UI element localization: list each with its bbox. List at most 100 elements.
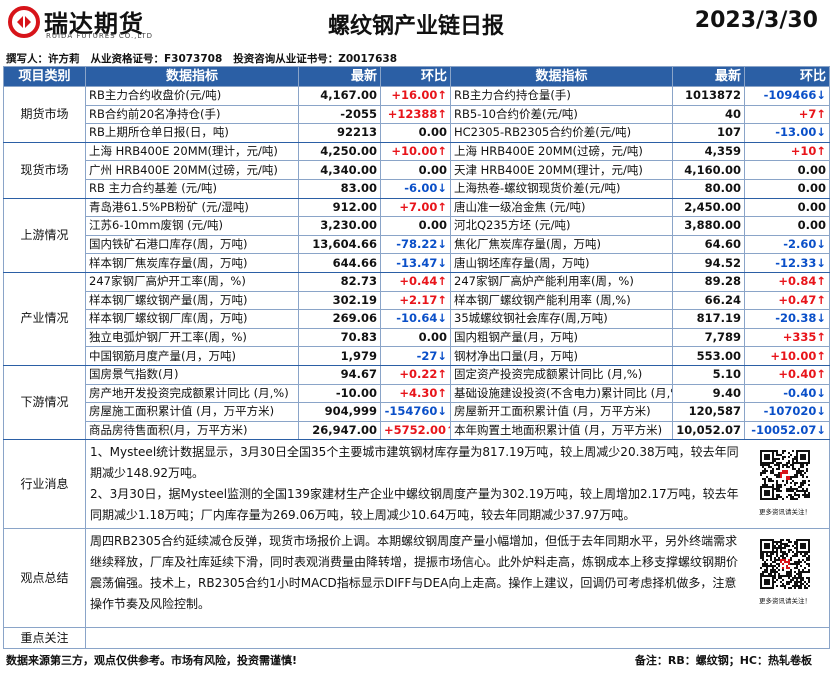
data-row: 商品房待售面积(月，万平方米) 26,947.00 +5752.00↑ 本年购置土地面… [4,420,830,441]
change-value: +0.84↑ [744,271,830,292]
change-value: -107020↓ [744,402,830,422]
change-value: +0.40↑ [744,364,830,385]
latest-value: 644.66 [298,253,381,273]
data-row: 中国钢筋月度产量(月，万吨) 1,979 -27↓ 钢材净出口量(月，万吨) 553.0… [4,346,830,366]
news-paragraph: 2、3月30日，据Mysteel监测的全国139家建材生产企业中螺纹钢周度产量为… [90,487,739,523]
latest-value: 70.83 [298,327,381,348]
latest-value: 4,340.00 [298,160,381,180]
change-value: +2.17↑ [380,290,451,311]
category: 观点总结 [3,528,86,629]
change-value: -154760↓ [380,402,451,422]
change-value: 0.00 [380,327,451,348]
qr-caption: 更多资讯请关注！ [759,597,811,606]
category: 下游情况 [3,364,86,441]
indicator: 上海 HRB400E 20MM(过磅，元/吨) [450,141,673,162]
indicator: 本年购置土地面积累计值 (月，万平方米) [450,420,673,441]
qr-code [760,539,810,590]
indicator: RB主力合约持仓量(手) [450,86,673,106]
logo-icon [8,6,40,38]
header: 瑞达期货 RUIDA FUTURES CO.,LTD 螺纹钢产业链日报 2023… [0,0,832,46]
indicator: 247家钢厂高炉开工率(周，%) [85,271,299,292]
change-value: -10.64↓ [380,309,451,329]
change-value: -2.60↓ [744,234,830,255]
change-value: 0.00 [744,160,830,180]
indicator: 上海 HRB400E 20MM(理计，元/吨) [85,141,299,162]
latest-value: 92213 [298,123,381,143]
indicator: 中国钢筋月度产量(月，万吨) [85,346,299,366]
latest-value: 912.00 [298,197,381,218]
change-value: +4.30↑ [380,383,451,404]
column-header: 项目类别 [3,66,86,87]
latest-value: 1,979 [298,346,381,366]
change-value: +7↑ [744,104,830,125]
table-body: 期货市场 RB主力合约收盘价(元/吨) 4,167.00 +16.00↑ RB主力合约持… [3,86,830,650]
latest-value: 9.40 [672,383,745,404]
indicator: 国内铁矿石港口库存(周，万吨) [85,234,299,255]
indicator: RB主力合约收盘价(元/吨) [85,86,299,106]
latest-value: 3,230.00 [298,216,381,236]
data-row: 样本钢厂螺纹钢产量(周，万吨) 302.19 +2.17↑ 样本钢厂螺纹钢产能利用率 … [4,290,830,311]
indicator: 独立电弧炉钢厂开工率(周，%) [85,327,299,348]
latest-value: 40 [672,104,745,125]
latest-value: 904,999 [298,402,381,422]
latest-value: 66.24 [672,290,745,311]
change-value: -13.00↓ [744,123,830,143]
data-row: 现货市场 上海 HRB400E 20MM(理计，元/吨) 4,250.00 +10.0… [3,141,830,199]
data-row: 房屋施工面积累计值 (月，万平方米) 904,999 -154760↓ 房屋新开工面积… [4,402,830,422]
latest-value: 3,880.00 [672,216,745,236]
change-value: +10.00↑ [744,346,830,366]
latest-value: 302.19 [298,290,381,311]
data-row: 国内铁矿石港口库存(周，万吨) 13,604.66 -78.22↓ 焦化厂焦炭库存量(… [4,234,830,255]
change-value: 0.00 [744,178,830,199]
disclaimer: 数据来源第三方，观点仅供参考。市场有风险，投资需谨慎! [6,654,298,667]
change-value: 0.00 [380,216,451,236]
data-row: 独立电弧炉钢厂开工率(周，%) 70.83 0.00 国内粗钢产量(月，万吨) 7,78… [4,327,830,348]
latest-value: 89.28 [672,271,745,292]
latest-value: 13,604.66 [298,234,381,255]
change-value: 0.00 [380,160,451,180]
summary-text: 更多资讯请关注！ 周四RB2305合约延续减仓反弹，现货市场报价上调。本期螺纹钢周… [85,528,830,629]
change-value: +335↑ [744,327,830,348]
latest-value: 4,160.00 [672,160,745,180]
report-title: 螺纹钢产业链日报 [327,14,504,39]
indicator: 样本钢厂焦炭库存量(周，万吨) [85,253,299,273]
latest-value: 7,789 [672,327,745,348]
qr-code [760,450,810,501]
news-paragraph: 1、Mysteel统计数据显示，3月30日全国35个主要城市建筑钢材库存量为81… [90,445,739,481]
change-value: -10052.07↓ [744,420,830,441]
change-value: -6.00↓ [380,178,451,199]
data-row: 广州 HRB400E 20MM(过磅，元/吨) 4,340.00 0.00 天津 HR… [4,160,830,180]
change-value: +0.44↑ [380,271,451,292]
change-value: -78.22↓ [380,234,451,255]
change-value: -0.40↓ [744,383,830,404]
change-value: 0.00 [380,123,451,143]
indicator: 基础设施建设投资(不含电力)累计同比 (月,% [450,383,673,404]
indicator: RB合约前20名净持仓(手) [85,104,299,125]
focus-cell [85,627,830,650]
data-row: 江苏6-10mm废钢 (元/吨) 3,230.00 0.00 河北Q235方坯 (元/… [4,216,830,236]
category: 重点关注 [3,627,86,650]
change-value: -20.38↓ [744,309,830,329]
change-value: +12388↑ [380,104,451,125]
data-row: 样本钢厂焦炭库存量(周，万吨) 644.66 -13.47↓ 唐山钢坯库存量(周，万吨… [4,253,830,273]
latest-value: 26,947.00 [298,420,381,441]
table-header: 项目类别 数据指标 最新 环比 数据指标 最新 环比 [3,66,830,87]
latest-value: 82.73 [298,271,381,292]
data-row: 样本钢厂螺纹钢厂库(周，万吨) 269.06 -10.64↓ 35城螺纹钢社会库存(周… [4,309,830,329]
change-value: 0.00 [744,216,830,236]
indicator: 房产地开发投资完成额累计同比 (月,%) [85,383,299,404]
category: 产业情况 [3,271,86,366]
indicator: 247家钢厂高炉产能利用率(周，%) [450,271,673,292]
change-value: -13.47↓ [380,253,451,273]
latest-value: 2,450.00 [672,197,745,218]
note: 备注：RB：螺纹钢；HC：热轧卷板 [634,654,812,667]
summary-paragraph: 周四RB2305合约延续减仓反弹，现货市场报价上调。本期螺纹钢周度产量小幅增加，… [90,534,739,612]
category: 上游情况 [3,197,86,273]
latest-value: 83.00 [298,178,381,199]
latest-value: 5.10 [672,364,745,385]
indicator: RB5-10合约价差(元/吨) [450,104,673,125]
latest-value: 4,359 [672,141,745,162]
indicator: 唐山准一级冶金焦 (元/吨) [450,197,673,218]
indicator: 房屋施工面积累计值 (月，万平方米) [85,402,299,422]
